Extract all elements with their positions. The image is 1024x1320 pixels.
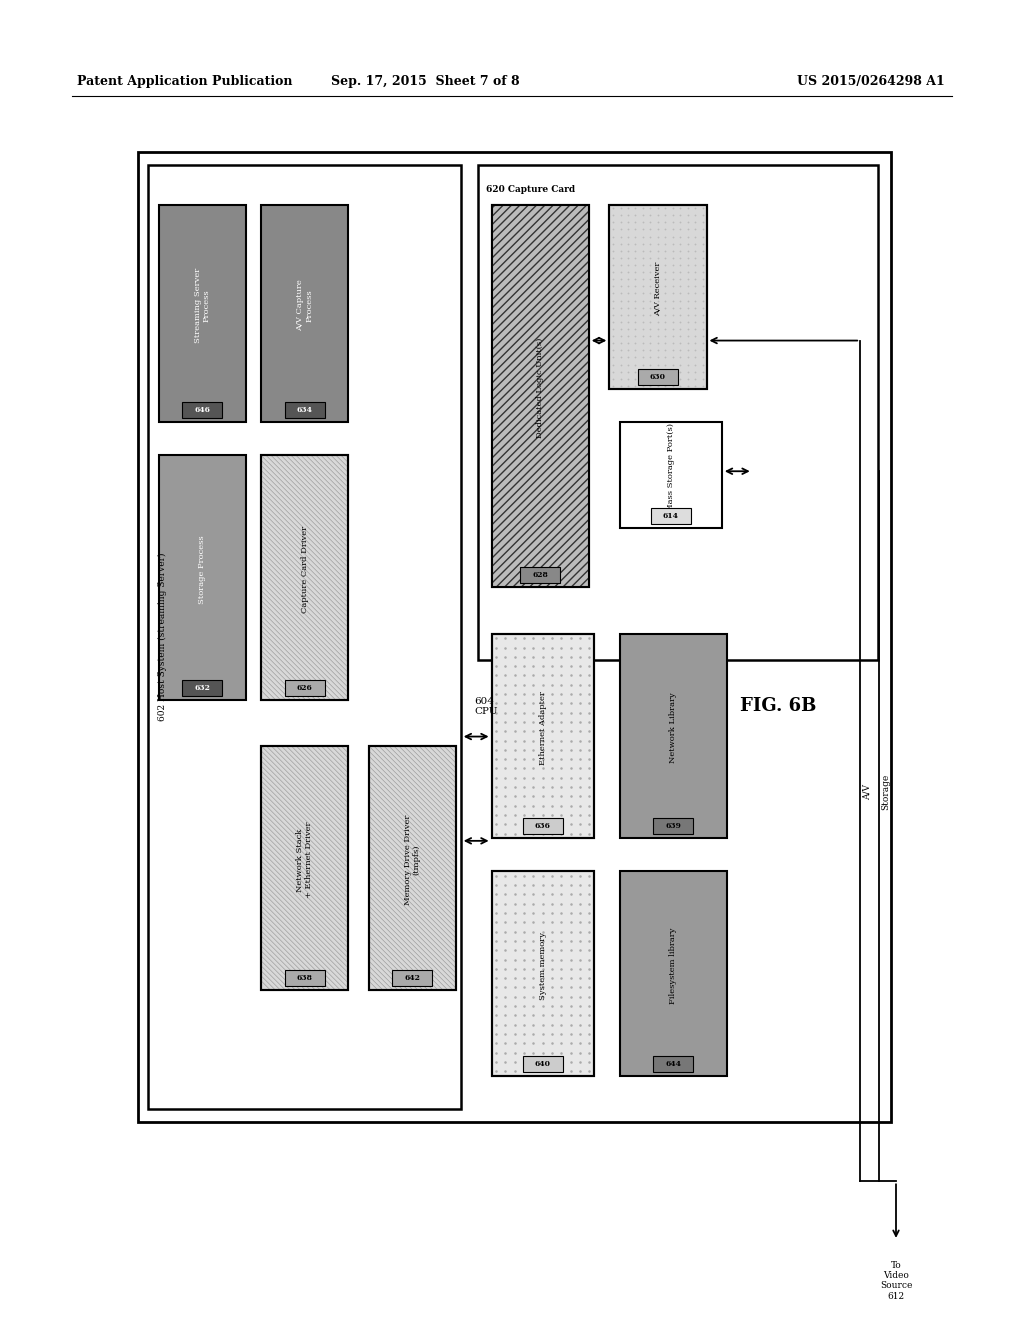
Bar (492, 205, 589, 587)
Text: 604
CPU: 604 CPU (474, 697, 498, 715)
Bar (261, 455, 348, 700)
Bar (392, 970, 432, 986)
Text: 638: 638 (297, 974, 312, 982)
Text: System memory: System memory (539, 932, 547, 999)
Bar (522, 818, 563, 834)
Bar (620, 634, 727, 838)
Bar (285, 970, 325, 986)
Text: To
Video
Source
612: To Video Source 612 (880, 1261, 912, 1300)
Bar (609, 205, 707, 389)
Text: Dedicated Logic Unit(s): Dedicated Logic Unit(s) (537, 338, 544, 438)
Bar (650, 508, 691, 524)
Bar (653, 818, 693, 834)
Text: A/V Receiver: A/V Receiver (654, 261, 662, 317)
Bar (492, 871, 594, 1076)
Text: FIG. 6B: FIG. 6B (740, 697, 816, 715)
Bar (369, 746, 456, 990)
Bar (492, 205, 589, 587)
Text: Filesystem library: Filesystem library (670, 927, 677, 1003)
Text: US 2015/0264298 A1: US 2015/0264298 A1 (797, 75, 944, 88)
Text: Network Library: Network Library (670, 693, 677, 763)
Bar (261, 455, 348, 700)
Text: Storage: Storage (882, 774, 890, 810)
Bar (182, 403, 222, 418)
Text: Ethernet Adapter: Ethernet Adapter (539, 690, 547, 764)
Bar (261, 455, 348, 700)
Bar (369, 746, 456, 990)
Bar (492, 205, 589, 587)
Text: 644: 644 (666, 1060, 681, 1068)
Text: 642: 642 (404, 974, 420, 982)
Bar (492, 634, 594, 838)
Bar (261, 746, 348, 990)
Text: 626: 626 (297, 684, 312, 692)
Bar (285, 680, 325, 696)
Text: 630: 630 (650, 374, 666, 381)
Text: 639: 639 (666, 822, 681, 830)
Text: 602 Host System (streaming Server): 602 Host System (streaming Server) (159, 553, 167, 721)
Bar (653, 1056, 693, 1072)
Bar (182, 680, 222, 696)
Bar (369, 746, 456, 990)
Text: A/V: A/V (863, 784, 871, 800)
Bar (638, 370, 678, 385)
Bar (285, 403, 325, 418)
Bar (520, 568, 560, 583)
Bar (620, 422, 722, 528)
Text: Streaming Server
Process: Streaming Server Process (194, 268, 211, 343)
Bar (159, 455, 246, 700)
Bar (261, 746, 348, 990)
Bar (492, 634, 594, 838)
Text: A/V Capture
Process: A/V Capture Process (296, 280, 313, 331)
Bar (609, 205, 707, 389)
Bar (620, 871, 727, 1076)
Text: 620 Capture Card: 620 Capture Card (486, 185, 575, 194)
Bar (522, 1056, 563, 1072)
Bar (261, 746, 348, 990)
Bar (492, 871, 594, 1076)
Text: Network Stack
+ Ethernet Driver: Network Stack + Ethernet Driver (296, 821, 313, 898)
Bar (478, 165, 878, 660)
Text: Capture Card Driver: Capture Card Driver (301, 525, 308, 612)
Text: Sep. 17, 2015  Sheet 7 of 8: Sep. 17, 2015 Sheet 7 of 8 (331, 75, 519, 88)
Text: 640: 640 (535, 1060, 551, 1068)
Bar (138, 152, 891, 1122)
Text: 636: 636 (535, 822, 551, 830)
Bar (261, 205, 348, 422)
Text: Storage Process: Storage Process (199, 535, 206, 603)
Text: Memory Drive Driver
(tmpfs): Memory Drive Driver (tmpfs) (403, 814, 421, 906)
Text: 632: 632 (195, 684, 210, 692)
Text: Mass Storage Port(s): Mass Storage Port(s) (667, 422, 675, 512)
Text: 634: 634 (297, 407, 312, 414)
Text: 614: 614 (663, 512, 679, 520)
Text: 646: 646 (195, 407, 210, 414)
Text: 628: 628 (532, 572, 548, 579)
Bar (148, 165, 461, 1109)
Text: Patent Application Publication: Patent Application Publication (77, 75, 292, 88)
Bar (159, 205, 246, 422)
